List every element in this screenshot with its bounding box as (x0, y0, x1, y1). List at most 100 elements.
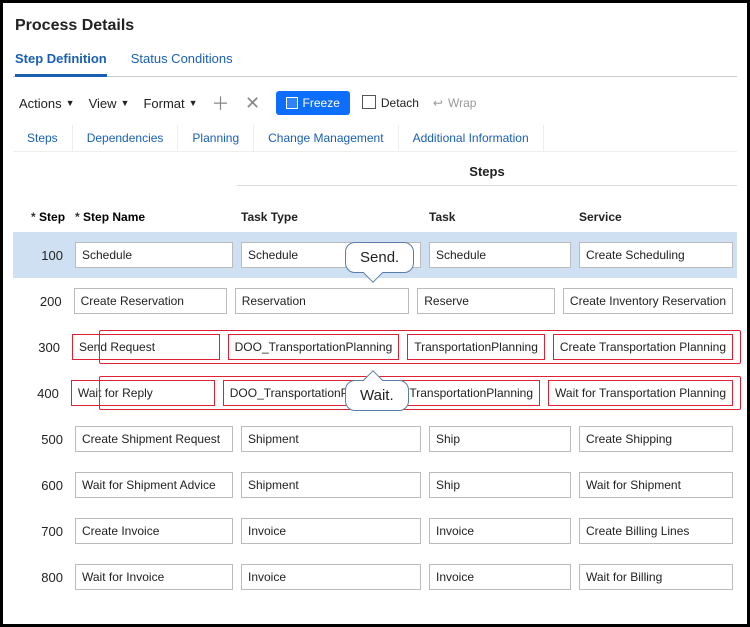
tab-step-definition[interactable]: Step Definition (15, 45, 107, 77)
toolbar: Actions▼ View ▼ Format▼ ＋ ✕ Freeze Detach… (13, 77, 737, 125)
wrap-icon: ↩ (433, 96, 443, 110)
freeze-label: Freeze (303, 96, 340, 110)
cell-tasktype: Shipment (237, 472, 425, 498)
table-row[interactable]: 300 Send Request DOO_TransportationPlannin… (13, 324, 737, 370)
view-menu[interactable]: View ▼ (89, 96, 130, 111)
cell-stepname: Create Invoice (71, 518, 237, 544)
task-input[interactable]: Invoice (429, 518, 571, 544)
tasktype-input[interactable]: DOO_TransportationPlanning (228, 334, 400, 360)
cell-step: 400 (13, 386, 67, 401)
callout-send-text: Send. (360, 249, 399, 266)
delete-icon[interactable]: ✕ (244, 94, 262, 112)
cell-task: Reserve (413, 288, 559, 314)
cell-stepname: Schedule (71, 242, 237, 268)
task-input[interactable]: TransportationPlanning (407, 334, 545, 360)
stepname-input[interactable]: Create Reservation (74, 288, 227, 314)
cell-stepname: Wait for Invoice (71, 564, 237, 590)
task-input[interactable]: Schedule (429, 242, 571, 268)
cell-tasktype: Shipment (237, 426, 425, 452)
col-stepname: Step Name (71, 210, 237, 232)
task-input[interactable]: Ship (429, 426, 571, 452)
actions-menu[interactable]: Actions▼ (19, 96, 75, 111)
service-input[interactable]: Wait for Billing (579, 564, 733, 590)
table-row[interactable]: 500Create Shipment RequestShipmentShipCr… (13, 416, 737, 462)
content: Process Details Step Definition Status C… (3, 3, 747, 600)
detach-button[interactable]: Detach (364, 96, 419, 110)
stepname-input[interactable]: Schedule (75, 242, 233, 268)
cell-task: Schedule (425, 242, 575, 268)
table-row[interactable]: 200 Create Reservation Reservation Reserve C… (13, 278, 737, 324)
cell-stepname: Create Reservation (70, 288, 231, 314)
tasktype-input[interactable]: Shipment (241, 472, 421, 498)
table-body: 100ScheduleScheduleScheduleCreate Schedu… (13, 232, 737, 600)
cell-task: Ship (425, 426, 575, 452)
caret-down-icon: ▼ (121, 98, 130, 108)
stepname-input[interactable]: Create Invoice (75, 518, 233, 544)
callout-send: Send. (345, 242, 414, 273)
service-input[interactable]: Create Billing Lines (579, 518, 733, 544)
main-tabs: Step Definition Status Conditions (13, 45, 737, 77)
tab-status-conditions[interactable]: Status Conditions (131, 45, 233, 76)
format-menu[interactable]: Format▼ (143, 96, 197, 111)
stepname-input[interactable]: Create Shipment Request (75, 426, 233, 452)
cell-stepname: Send Request (68, 334, 224, 360)
cell-tasktype: Invoice (237, 564, 425, 590)
tasktype-input[interactable]: Invoice (241, 564, 421, 590)
tasktype-input[interactable]: Shipment (241, 426, 421, 452)
table-row[interactable]: 800 Wait for Invoice Invoice Invoice Wait fo… (13, 554, 737, 600)
group-header-steps: Steps (237, 158, 737, 186)
tasktype-input[interactable]: Reservation (235, 288, 410, 314)
freeze-button[interactable]: Freeze (276, 91, 350, 115)
stepname-input[interactable]: Wait for Shipment Advice (75, 472, 233, 498)
service-input[interactable]: Create Transportation Planning (553, 334, 733, 360)
table-row[interactable]: 600 Wait for Shipment Advice Shipment Ship W… (13, 462, 737, 508)
subtab-planning[interactable]: Planning (178, 125, 254, 151)
task-input[interactable]: Reserve (417, 288, 555, 314)
service-input[interactable]: Wait for Transportation Planning (548, 380, 733, 406)
cell-task: Ship (425, 472, 575, 498)
cell-service: Create Billing Lines (575, 518, 737, 544)
caret-down-icon: ▼ (66, 98, 75, 108)
cell-service: Create Transportation Planning (549, 334, 737, 360)
subtab-dependencies[interactable]: Dependencies (73, 125, 179, 151)
cell-step: 600 (13, 478, 71, 493)
group-header-spacer (13, 158, 237, 186)
callout-wait-text: Wait. (360, 387, 394, 404)
subtab-additional[interactable]: Additional Information (399, 125, 544, 151)
cell-service: Wait for Transportation Planning (544, 380, 737, 406)
view-label: View (89, 96, 117, 111)
subtab-change[interactable]: Change Management (254, 125, 398, 151)
cell-service: Create Scheduling (575, 242, 737, 268)
tasktype-input[interactable]: Invoice (241, 518, 421, 544)
service-input[interactable]: Create Inventory Reservation (563, 288, 733, 314)
cell-task: Invoice (425, 564, 575, 590)
group-header-row: Steps (13, 158, 737, 186)
stepname-input[interactable]: Send Request (72, 334, 220, 360)
cell-step: 800 (13, 570, 71, 585)
col-step: Step (13, 210, 71, 232)
cell-tasktype: DOO_TransportationPlanning (224, 334, 404, 360)
task-input[interactable]: Invoice (429, 564, 571, 590)
cell-service: Create Inventory Reservation (559, 288, 737, 314)
cell-task: Invoice (425, 518, 575, 544)
add-icon[interactable]: ＋ (212, 94, 230, 112)
cell-service: Create Shipping (575, 426, 737, 452)
stepname-input[interactable]: Wait for Reply (71, 380, 215, 406)
wrap-button[interactable]: ↩Wrap (433, 96, 477, 110)
service-input[interactable]: Wait for Shipment (579, 472, 733, 498)
service-input[interactable]: Create Scheduling (579, 242, 733, 268)
detach-label: Detach (381, 96, 419, 110)
cell-step: 300 (13, 340, 68, 355)
table-row[interactable]: 700Create InvoiceInvoiceInvoiceCreate Bi… (13, 508, 737, 554)
cell-service: Wait for Shipment (575, 472, 737, 498)
task-input[interactable]: Ship (429, 472, 571, 498)
cell-step: 200 (13, 294, 70, 309)
col-tasktype: Task Type (237, 210, 425, 232)
stepname-input[interactable]: Wait for Invoice (75, 564, 233, 590)
callout-wait: Wait. (345, 380, 409, 411)
task-input[interactable]: TransportationPlanning (402, 380, 540, 406)
service-input[interactable]: Create Shipping (579, 426, 733, 452)
table: Steps Step Step Name Task Type Task Serv… (13, 158, 737, 600)
subtab-steps[interactable]: Steps (13, 125, 73, 151)
column-headers: Step Step Name Task Type Task Service (13, 186, 737, 232)
